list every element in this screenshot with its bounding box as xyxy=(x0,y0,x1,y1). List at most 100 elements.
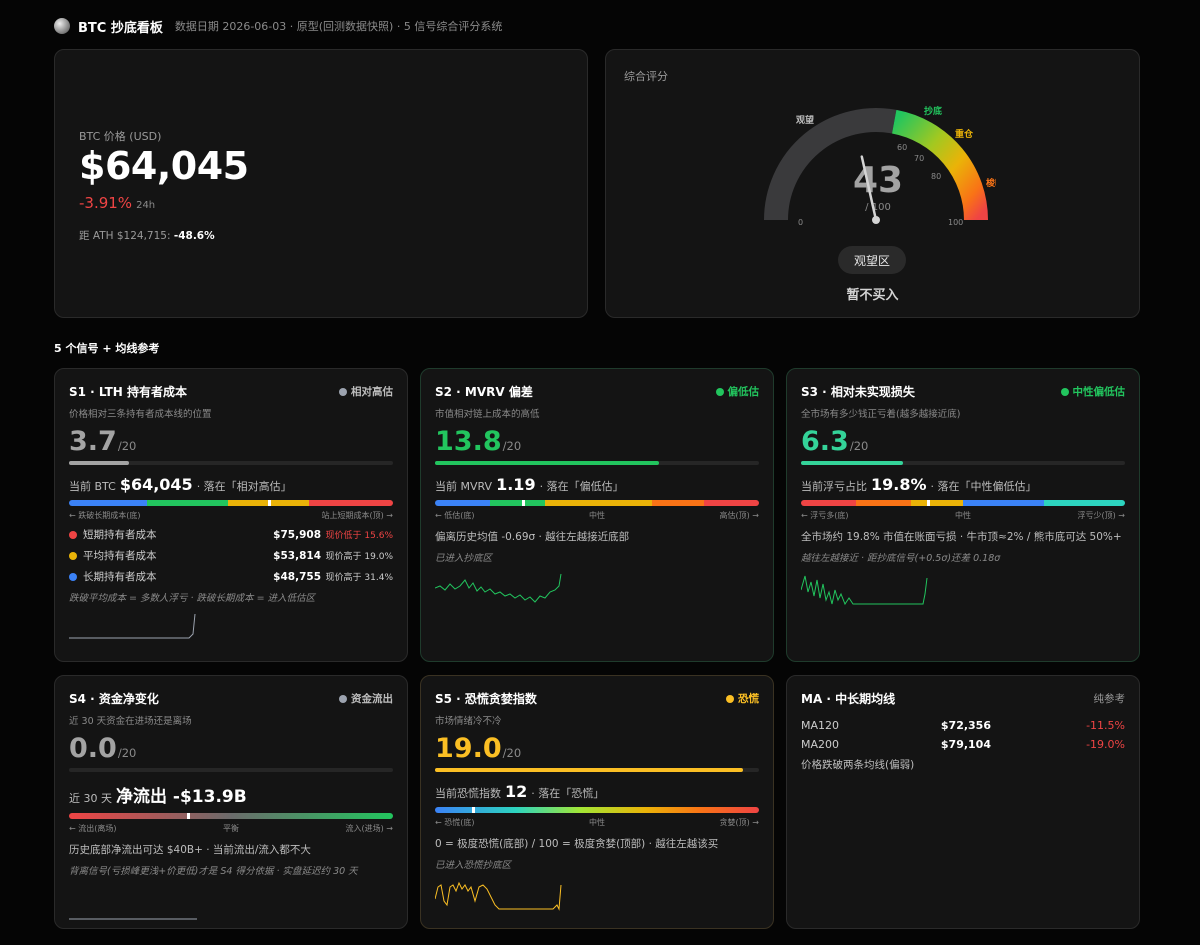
gauge-tick-70: 70 xyxy=(914,154,924,163)
s5-desc: 市场情绪冷不冷 xyxy=(435,716,502,727)
s4-badge-label: 资金流出 xyxy=(351,693,393,705)
s1-row-note: 现价低于 15.6% xyxy=(325,531,393,541)
s5-cur-value: 12 xyxy=(505,782,528,801)
s3-current: 当前浮亏占比 19.8% · 落在「中性偏低估」 xyxy=(801,475,1125,494)
gauge-zone-heavy: 重仓 xyxy=(955,128,974,140)
s1-row-avg: 平均持有者成本 $53,814 现价高于 19.0% xyxy=(69,548,393,563)
s5-info: 0 = 极度恐慌(底部) / 100 = 极度贪婪(顶部) · 越往左越该买 xyxy=(435,838,719,850)
s2-range-bar xyxy=(435,500,759,506)
s5-scale-left: ← 恐慌(底) xyxy=(435,818,475,827)
s1-row-label: 短期持有者成本 xyxy=(83,529,157,541)
s4-desc: 近 30 天资金在进场还是离场 xyxy=(69,716,192,727)
s5-scale-mid: 中性 xyxy=(589,818,605,827)
s4-current: 近 30 天净流出 -$13.9B xyxy=(69,782,393,807)
zone-pill: 观望区 xyxy=(838,246,906,274)
s2-cur-value: 1.19 xyxy=(496,475,536,494)
s1-current: 当前 BTC $64,045 · 落在「相对高估」 xyxy=(69,475,393,494)
s2-cur-prefix: 当前 MVRV xyxy=(435,480,493,493)
s2-range-marker xyxy=(522,500,526,506)
s2-title: S2 · MVRV 偏差 xyxy=(435,385,533,399)
s4-scale: ← 流出(离场) 平衡 流入(进场) → xyxy=(69,823,393,834)
signal-card-s5: S5 · 恐慌贪婪指数 恐慌 市场情绪冷不冷 19.0/20 当前恐慌指数 12 · … xyxy=(420,675,774,929)
s3-scale-mid: 中性 xyxy=(955,511,971,520)
s2-score-value: 13.8 xyxy=(435,426,502,457)
s4-title: S4 · 资金净变化 xyxy=(69,692,159,706)
ma-row-pct: -11.5% xyxy=(1086,719,1125,732)
ma-row-200: MA200 $79,104 -19.0% xyxy=(801,738,1125,751)
signal-card-s1: S1 · LTH 持有者成本 相对高估 价格相对三条持有者成本线的位置 3.7/2… xyxy=(54,368,408,662)
zone-action: 暂不买入 xyxy=(846,288,899,303)
s5-italic: 已进入恐慌抄底区 xyxy=(435,860,512,871)
s4-score-value: 0.0 xyxy=(69,733,117,764)
s3-score-fill xyxy=(801,461,904,465)
s1-row-value: $53,814 xyxy=(273,549,321,562)
ma-card: MA · 中长期均线 纯参考 MA120 $72,356 -11.5% MA200 $7… xyxy=(786,675,1140,929)
ma-row-name: MA120 xyxy=(801,719,840,732)
s4-score-den: /20 xyxy=(117,746,137,760)
s5-cur-prefix: 当前恐慌指数 xyxy=(435,787,501,800)
s5-title: S5 · 恐慌贪婪指数 xyxy=(435,692,537,706)
s2-status-dot-icon xyxy=(715,387,724,396)
s5-range-marker xyxy=(472,807,476,813)
s5-score-value: 19.0 xyxy=(435,733,502,764)
s1-cur-prefix: 当前 BTC xyxy=(69,480,116,493)
gauge-tick-60: 60 xyxy=(897,143,907,152)
s4-scale-mid: 平衡 xyxy=(223,824,239,833)
s1-row-note: 现价高于 31.4% xyxy=(325,573,393,583)
signal-card-s4: S4 · 资金净变化 资金流出 近 30 天资金在进场还是离场 0.0/20 近 … xyxy=(54,675,408,929)
signal-card-s3: S3 · 相对未实现损失 中性偏低估 全市场有多少钱正亏着(越多越接近底) 6.3… xyxy=(786,368,1140,662)
s4-score: 0.0/20 xyxy=(69,733,393,764)
change-period: 24h xyxy=(136,200,156,211)
s1-range-bar xyxy=(69,500,393,506)
s3-badge: 中性偏低估 xyxy=(1060,384,1125,399)
s3-cur-prefix: 当前浮亏占比 xyxy=(801,480,867,493)
gauge-needle xyxy=(860,155,878,222)
s2-cur-suffix: · 落在「偏低估」 xyxy=(539,480,624,493)
s5-score-bar xyxy=(435,768,759,772)
s2-badge: 偏低估 xyxy=(715,384,759,399)
s2-desc: 市值相对链上成本的高低 xyxy=(435,409,540,420)
s1-scale: ← 跌破长期成本(底) 站上短期成本(顶) → xyxy=(69,510,393,521)
s4-sparkline xyxy=(69,918,197,920)
s2-scale: ← 低估(底) 中性 高估(顶) → xyxy=(435,510,759,521)
price-change: -3.91% 24h xyxy=(79,194,155,212)
avg-dot-icon xyxy=(69,551,77,560)
s2-score-den: /20 xyxy=(502,439,522,453)
s2-sparkline xyxy=(435,573,562,603)
s2-info: 偏离历史均值 -0.69σ · 越往左越接近底部 xyxy=(435,531,630,543)
s1-row-sth: 短期持有者成本 $75,908 现价低于 15.6% xyxy=(69,527,393,542)
s5-badge-label: 恐慌 xyxy=(738,693,759,705)
s2-score-bar xyxy=(435,461,759,465)
bitcoin-logo-icon xyxy=(54,18,70,34)
gauge-score: 43 xyxy=(853,160,903,201)
s3-score-den: /20 xyxy=(849,439,869,453)
s4-status-dot-icon xyxy=(339,694,347,703)
s2-scale-left: ← 低估(底) xyxy=(435,511,475,520)
s1-status-dot-icon xyxy=(339,387,347,396)
s1-badge: 相对高估 xyxy=(339,384,393,399)
s4-info: 历史底部净流出可达 $40B+ · 当前流出/流入都不大 xyxy=(69,844,311,856)
ath-prefix: 距 ATH $124,715: xyxy=(79,230,171,242)
gauge-tick-100: 100 xyxy=(948,218,963,227)
s3-score-bar xyxy=(801,461,1125,465)
change-value: -3.91% xyxy=(79,194,133,212)
page-title: BTC 抄底看板 xyxy=(78,20,163,36)
s3-desc: 全市场有多少钱正亏着(越多越接近底) xyxy=(801,409,961,420)
s3-score: 6.3/20 xyxy=(801,426,1125,457)
s2-current: 当前 MVRV 1.19 · 落在「偏低估」 xyxy=(435,475,759,494)
gauge-track-watch xyxy=(764,108,897,221)
s5-cur-suffix: · 落在「恐慌」 xyxy=(531,787,605,800)
s1-cur-suffix: · 落在「相对高估」 xyxy=(196,480,292,493)
composite-score-card: 综合评分 观望 抄底 重仓 梭哈 0 60 70 80 100 43 / 100… xyxy=(605,49,1140,318)
s5-score-fill xyxy=(435,768,743,772)
s1-row-label: 平均持有者成本 xyxy=(83,550,157,562)
price-card: BTC 价格 (USD) $64,045 -3.91% 24h 距 ATH $12… xyxy=(54,49,588,318)
sth-dot-icon xyxy=(69,530,77,539)
s1-title: S1 · LTH 持有者成本 xyxy=(69,385,187,399)
s4-range-bar xyxy=(69,813,393,819)
s4-score-bar xyxy=(69,768,393,772)
s5-scale-right: 贪婪(顶) → xyxy=(719,818,760,827)
ath-value: -48.6% xyxy=(173,230,215,242)
s3-cur-value: 19.8% xyxy=(871,475,927,494)
ma-row-value: $72,356 xyxy=(940,719,991,732)
